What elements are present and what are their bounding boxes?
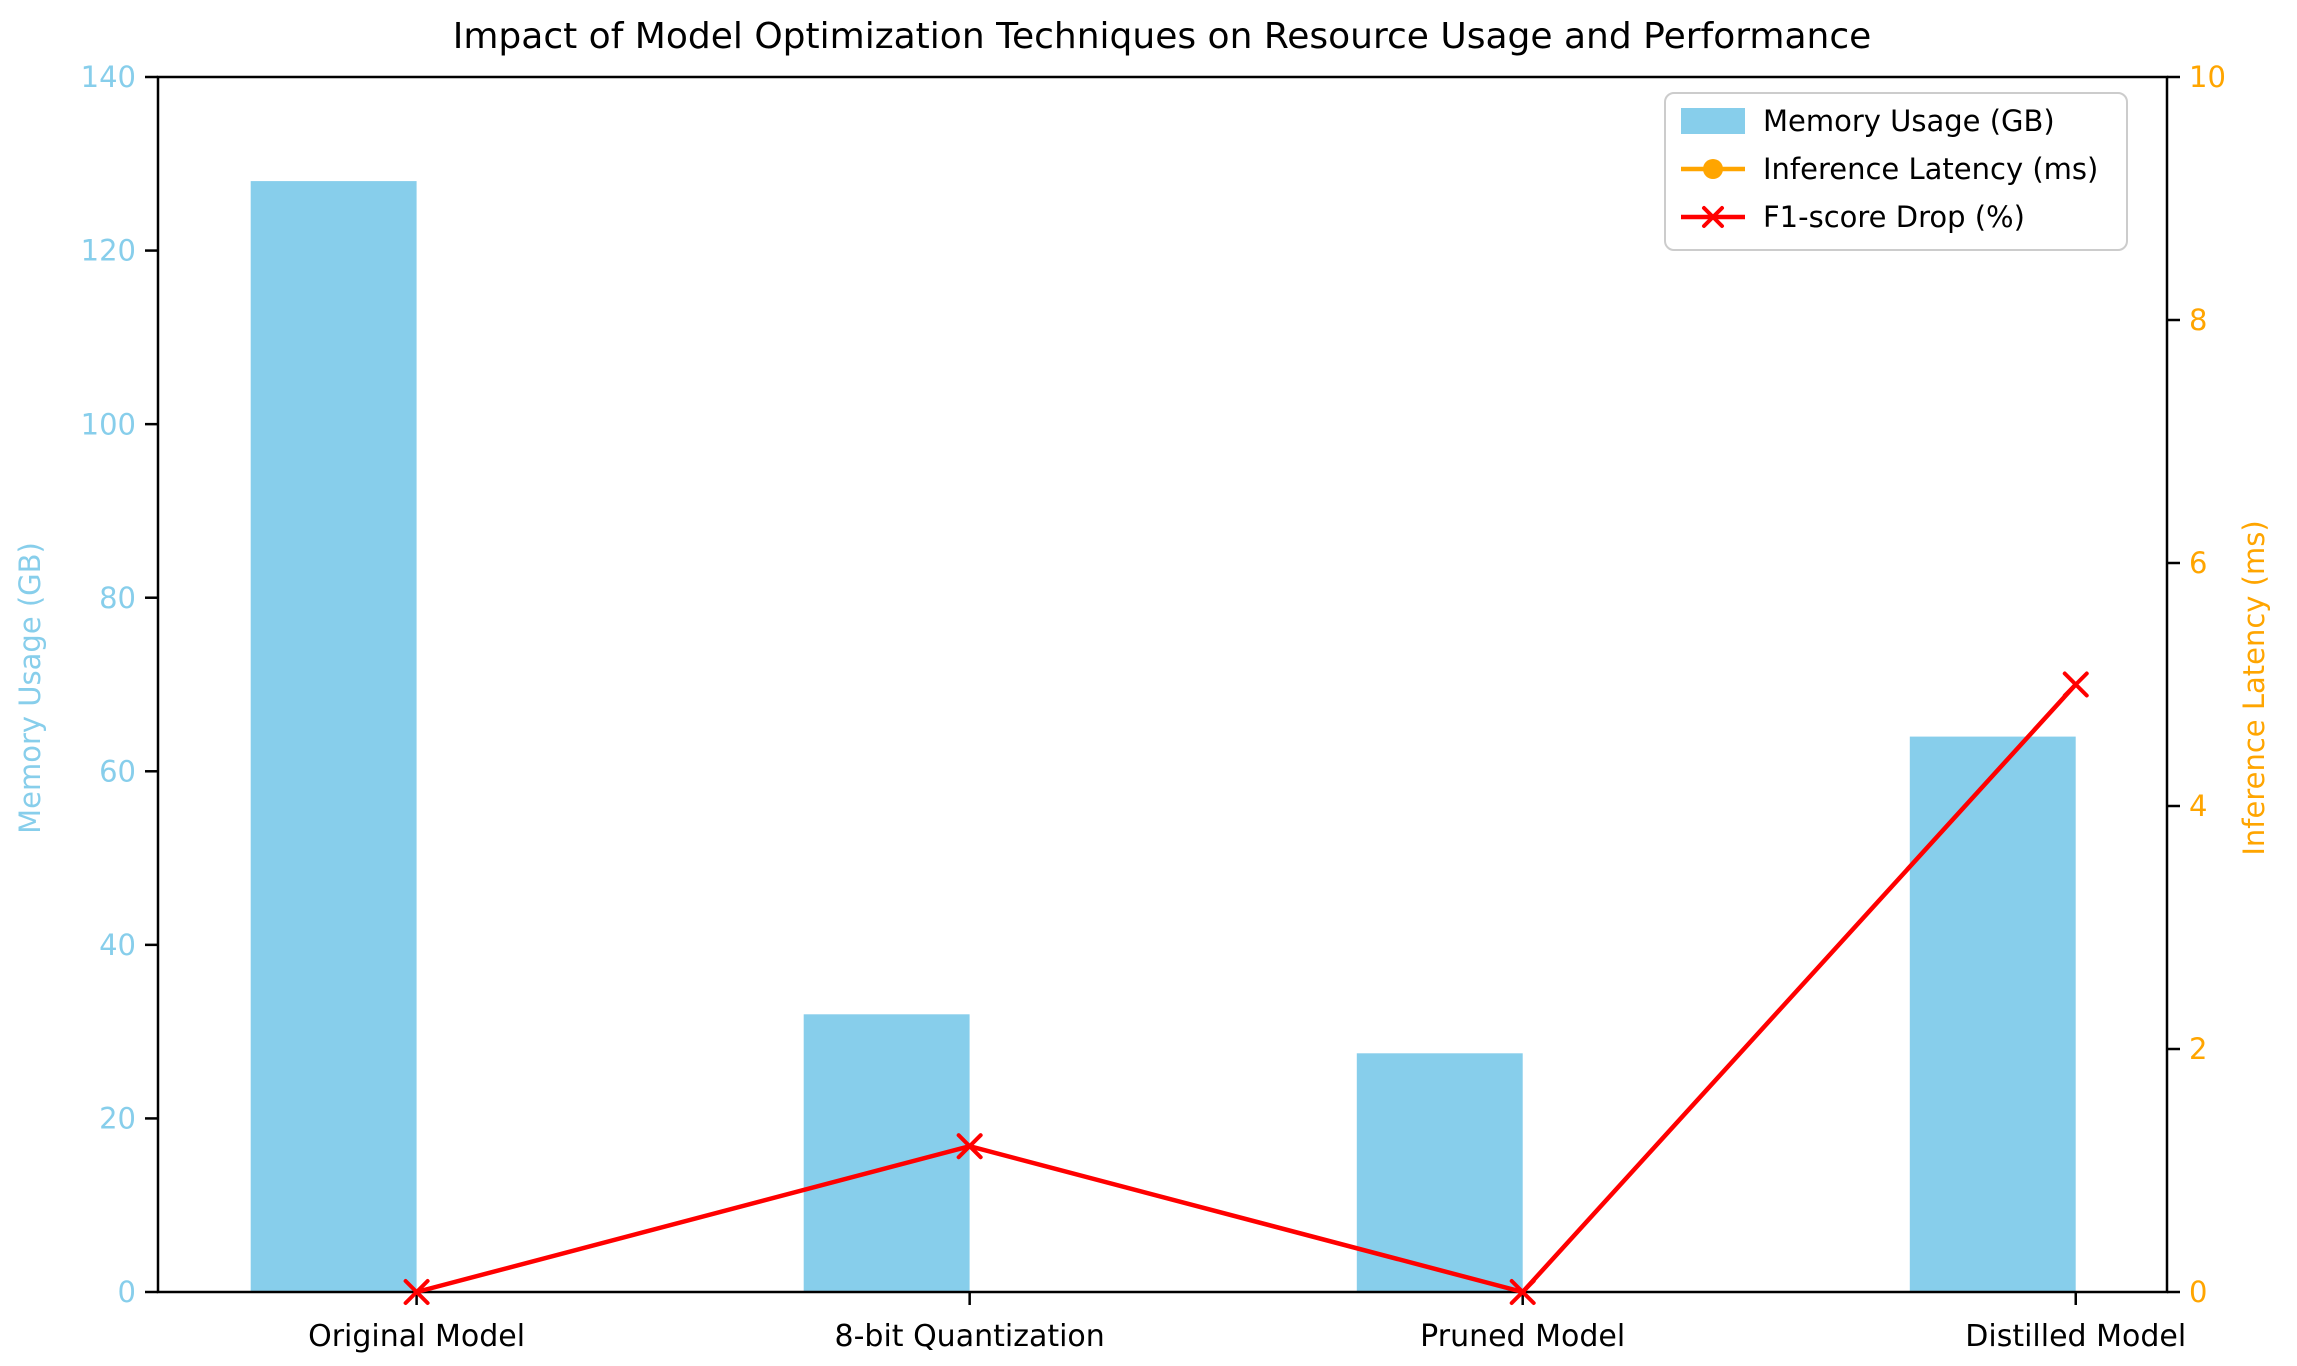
x-marker-icon — [1702, 206, 1724, 228]
x-marker — [956, 1133, 983, 1160]
legend-entry-label: F1-score Drop (%) — [1763, 200, 2025, 234]
right-y-tick-label: 6 — [2189, 546, 2207, 580]
axes-spines — [156, 75, 2169, 1294]
left-y-tick-label: 60 — [99, 754, 136, 788]
x-marker — [2062, 671, 2089, 698]
left-y-tick-label: 20 — [99, 1102, 136, 1136]
legend-entry-label: Memory Usage (GB) — [1763, 104, 2055, 138]
right-axis-label: Inference Latency (ms) — [2237, 520, 2271, 855]
memory-usage-bar — [1356, 1053, 1523, 1292]
left-y-tick-label: 0 — [118, 1275, 136, 1309]
memory-usage-bar — [250, 181, 417, 1293]
x-tick-label: Pruned Model — [1420, 1319, 1625, 1354]
legend: Memory Usage (GB) Inference Latency (ms) F… — [1664, 92, 2128, 251]
left-y-tick-label: 100 — [81, 407, 136, 441]
circle-marker-icon — [1703, 159, 1723, 179]
right-y-tick-label: 2 — [2189, 1032, 2207, 1066]
left-y-tick-label: 80 — [99, 581, 136, 615]
right-y-tick-label: 4 — [2189, 789, 2207, 823]
x-tick-label: Distilled Model — [1965, 1319, 2186, 1354]
memory-usage-bar — [1909, 736, 2076, 1292]
right-y-tick-label: 10 — [2189, 60, 2226, 94]
right-y-tick-label: 0 — [2189, 1275, 2207, 1309]
x-marker — [1509, 1279, 1536, 1305]
left-y-tick-label: 140 — [81, 60, 136, 94]
legend-patch-swatch — [1681, 108, 1745, 134]
x-marker — [403, 1279, 430, 1305]
legend-box — [1664, 92, 2128, 251]
left-axis-label: Memory Usage (GB) — [13, 542, 47, 834]
f1-score-line — [416, 682, 2078, 1295]
legend-entry-label: Inference Latency (ms) — [1763, 152, 2098, 186]
left-y-tick-label: 120 — [81, 234, 136, 268]
chart-title: Impact of Model Optimization Techniques … — [453, 16, 1872, 57]
x-tick-label: 8-bit Quantization — [834, 1319, 1104, 1354]
right-y-tick-label: 8 — [2189, 303, 2207, 337]
left-y-tick-label: 40 — [99, 928, 136, 962]
x-tick-label: Original Model — [308, 1319, 525, 1354]
